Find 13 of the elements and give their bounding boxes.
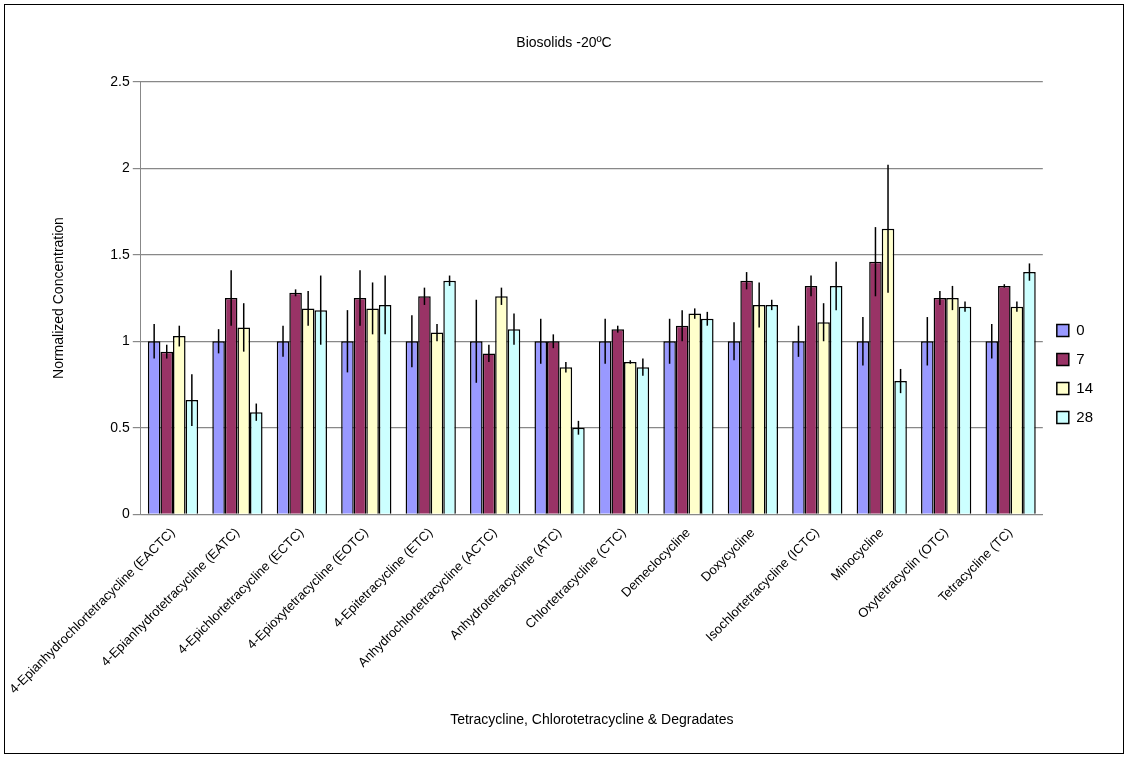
chart-title: Biosolids -20ºC xyxy=(516,34,612,51)
legend-label: 14 xyxy=(1076,378,1093,396)
y-axis-title: Normalized Concentration xyxy=(49,217,66,379)
y-tick-label: 1 xyxy=(121,332,130,349)
x-axis-title: Tetracycline, Chlorotetracycline & Degradates xyxy=(450,711,734,728)
y-tick-label: 2 xyxy=(121,159,130,176)
y-tick-label: 1.5 xyxy=(110,245,130,262)
y-tick-label: 0 xyxy=(121,505,130,522)
y-tick-label: 0.5 xyxy=(110,418,130,435)
legend-label: 7 xyxy=(1076,349,1085,367)
y-tick-label: 2.5 xyxy=(110,72,130,89)
legend-label: 28 xyxy=(1076,407,1093,425)
legend-label: 0 xyxy=(1076,320,1085,338)
